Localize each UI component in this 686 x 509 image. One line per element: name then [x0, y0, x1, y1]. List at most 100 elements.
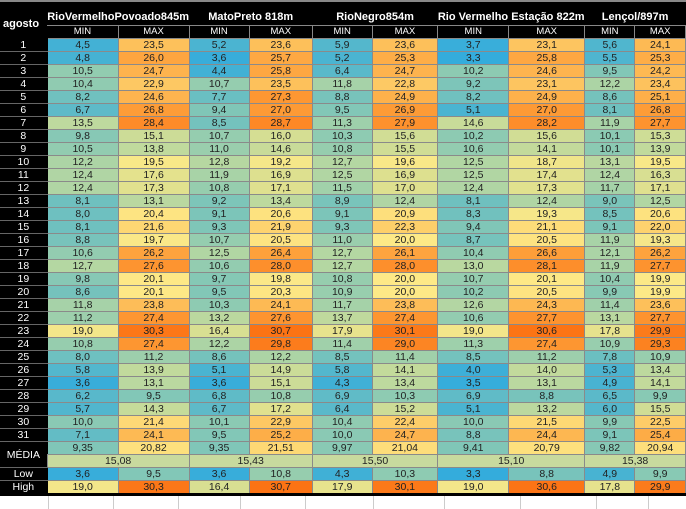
table-row-label[interactable]: 16 — [0, 233, 48, 247]
min-cell[interactable]: 11,0 — [311, 233, 373, 247]
min-cell[interactable]: 11,8 — [311, 77, 373, 91]
min-cell[interactable]: 13,1 — [584, 155, 636, 169]
table-row-label[interactable]: 14 — [0, 207, 48, 221]
min-cell[interactable]: 9,0 — [584, 194, 636, 208]
max-cell[interactable]: 25,1 — [634, 90, 686, 104]
min-cell[interactable]: 19,0 — [46, 324, 119, 338]
min-column-header[interactable]: MIN — [584, 25, 636, 39]
max-cell[interactable]: 30,3 — [117, 480, 190, 495]
max-cell[interactable]: 12,5 — [634, 194, 686, 208]
max-cell[interactable]: 20,1 — [117, 285, 190, 299]
max-cell[interactable]: 25,3 — [371, 51, 439, 65]
min-cell[interactable]: 10,7 — [188, 77, 250, 91]
max-cell[interactable]: 26,6 — [508, 246, 586, 260]
max-cell[interactable]: 21,4 — [117, 415, 190, 429]
max-column-header[interactable]: MAX — [372, 25, 439, 39]
max-cell[interactable]: 14,9 — [248, 363, 313, 377]
min-cell[interactable]: 10,4 — [437, 246, 510, 260]
max-cell[interactable]: 9,9 — [634, 389, 686, 403]
max-cell[interactable]: 24,4 — [508, 428, 586, 442]
max-cell[interactable]: 24,9 — [508, 90, 586, 104]
table-row-label[interactable]: 11 — [0, 168, 48, 182]
min-cell[interactable]: 12,2 — [584, 77, 636, 91]
min-cell[interactable]: 10,7 — [188, 129, 250, 143]
max-cell[interactable]: 15,5 — [371, 142, 439, 156]
min-cell[interactable]: 10,0 — [46, 415, 119, 429]
max-cell[interactable]: 19,7 — [117, 233, 190, 247]
min-cell[interactable]: 10,1 — [188, 415, 250, 429]
min-cell[interactable]: 9,7 — [188, 272, 250, 286]
max-cell[interactable]: 10,8 — [248, 467, 313, 481]
max-cell[interactable]: 23,4 — [634, 77, 686, 91]
max-cell[interactable]: 10,3 — [371, 467, 439, 481]
max-cell[interactable]: 21,5 — [508, 415, 586, 429]
station-header[interactable]: Rio Vermelho Estação 822m — [437, 10, 585, 26]
max-cell[interactable]: 17,0 — [371, 181, 439, 195]
table-row-label[interactable]: 15 — [0, 220, 48, 234]
min-cell[interactable]: 17,8 — [584, 324, 636, 338]
min-cell[interactable]: 11,3 — [311, 116, 373, 130]
month-label[interactable]: agosto — [3, 18, 40, 31]
min-cell[interactable]: 19,0 — [437, 480, 510, 495]
station-header[interactable]: Lençol/897m — [584, 10, 686, 26]
max-cell[interactable]: 20,6 — [634, 207, 686, 221]
min-cell[interactable]: 3,6 — [46, 467, 119, 481]
min-cell[interactable]: 8,3 — [437, 207, 510, 221]
min-cell[interactable]: 10,8 — [311, 272, 373, 286]
max-cell[interactable]: 27,7 — [634, 116, 686, 130]
min-cell[interactable]: 3,6 — [46, 376, 119, 390]
min-column-header[interactable]: MIN — [312, 25, 373, 39]
min-cell[interactable]: 6,7 — [188, 402, 250, 416]
overall-average-cell[interactable]: 15,43 — [188, 454, 313, 468]
max-cell[interactable]: 20,1 — [508, 272, 586, 286]
min-cell[interactable]: 3,5 — [437, 376, 510, 390]
max-cell[interactable]: 27,4 — [371, 311, 439, 325]
min-cell[interactable]: 6,0 — [584, 402, 636, 416]
min-cell[interactable]: 9,2 — [437, 77, 510, 91]
max-cell[interactable]: 15,2 — [371, 402, 439, 416]
min-cell[interactable]: 8,5 — [311, 350, 373, 364]
min-cell[interactable]: 9,5 — [188, 285, 250, 299]
min-cell[interactable]: 12,4 — [46, 181, 119, 195]
min-cell[interactable]: 9,5 — [188, 428, 250, 442]
max-cell[interactable]: 20,94 — [634, 441, 686, 455]
max-column-header[interactable]: MAX — [634, 25, 686, 39]
min-cell[interactable]: 9,41 — [437, 441, 510, 455]
min-cell[interactable]: 10,0 — [437, 415, 510, 429]
min-cell[interactable]: 11,7 — [584, 181, 636, 195]
max-cell[interactable]: 10,3 — [371, 389, 439, 403]
station-header[interactable]: RioVermelhoPovoado845m — [47, 10, 190, 26]
low-row-label[interactable]: Low — [0, 467, 48, 481]
min-cell[interactable]: 13,7 — [311, 311, 373, 325]
max-cell[interactable]: 16,9 — [371, 168, 439, 182]
max-cell[interactable]: 29,9 — [634, 324, 686, 338]
table-row-label[interactable]: 29 — [0, 402, 48, 416]
min-cell[interactable]: 12,7 — [311, 259, 373, 273]
max-cell[interactable]: 13,9 — [634, 142, 686, 156]
min-cell[interactable]: 9,1 — [188, 207, 250, 221]
max-cell[interactable]: 27,0 — [508, 103, 586, 117]
min-cell[interactable]: 13,1 — [584, 311, 636, 325]
min-cell[interactable]: 6,5 — [584, 389, 636, 403]
min-cell[interactable]: 11,9 — [584, 259, 636, 273]
max-cell[interactable]: 25,7 — [248, 51, 313, 65]
media-row-label[interactable]: MÉDIA — [0, 441, 48, 468]
min-cell[interactable]: 5,1 — [188, 363, 250, 377]
max-cell[interactable]: 22,9 — [117, 77, 190, 91]
max-cell[interactable]: 20,6 — [248, 207, 313, 221]
min-cell[interactable]: 10,7 — [188, 233, 250, 247]
min-cell[interactable]: 5,3 — [584, 363, 636, 377]
min-cell[interactable]: 10,9 — [584, 337, 636, 351]
min-cell[interactable]: 11,2 — [46, 311, 119, 325]
min-cell[interactable]: 12,4 — [46, 168, 119, 182]
min-cell[interactable]: 4,4 — [188, 64, 250, 78]
max-cell[interactable]: 20,3 — [248, 285, 313, 299]
min-cell[interactable]: 6,4 — [311, 402, 373, 416]
max-cell[interactable]: 22,5 — [634, 415, 686, 429]
min-column-header[interactable]: MIN — [47, 25, 119, 39]
max-cell[interactable]: 25,4 — [634, 428, 686, 442]
max-cell[interactable]: 14,1 — [634, 376, 686, 390]
max-cell[interactable]: 15,6 — [371, 129, 439, 143]
max-cell[interactable]: 30,1 — [371, 324, 439, 338]
min-cell[interactable]: 6,9 — [437, 389, 510, 403]
